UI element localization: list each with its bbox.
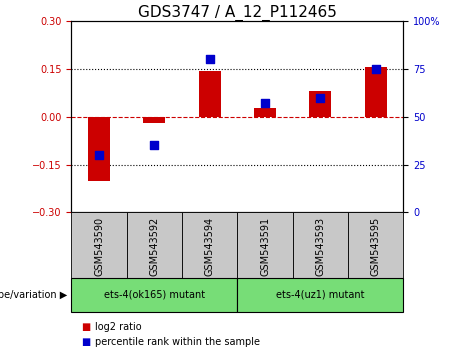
Text: ■: ■ [81, 322, 90, 332]
Bar [199, 71, 221, 117]
Point [95, 152, 103, 158]
Text: ■: ■ [81, 337, 90, 347]
Bar [88, 117, 110, 181]
Point [206, 57, 213, 62]
Point [317, 95, 324, 101]
Bar [309, 91, 331, 117]
Point [372, 66, 379, 72]
Text: GSM543593: GSM543593 [315, 217, 325, 276]
Text: ets-4(uz1) mutant: ets-4(uz1) mutant [276, 290, 365, 300]
Bar [143, 117, 165, 122]
Text: genotype/variation ▶: genotype/variation ▶ [0, 290, 67, 300]
Text: GSM543594: GSM543594 [205, 217, 215, 276]
Text: GSM543590: GSM543590 [94, 217, 104, 276]
Title: GDS3747 / A_12_P112465: GDS3747 / A_12_P112465 [138, 5, 337, 21]
Text: percentile rank within the sample: percentile rank within the sample [95, 337, 260, 347]
Text: GSM543591: GSM543591 [260, 217, 270, 276]
Text: GSM543595: GSM543595 [371, 217, 381, 276]
Bar [365, 67, 387, 117]
Point [261, 101, 269, 106]
Text: log2 ratio: log2 ratio [95, 322, 141, 332]
Bar [254, 108, 276, 117]
Text: ets-4(ok165) mutant: ets-4(ok165) mutant [104, 290, 205, 300]
Text: GSM543592: GSM543592 [149, 217, 160, 276]
Point [151, 143, 158, 148]
